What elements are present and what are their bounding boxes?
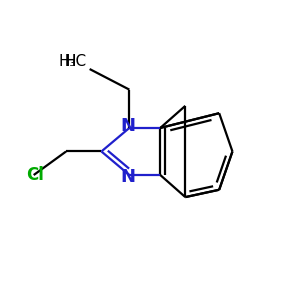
Text: N: N xyxy=(120,117,135,135)
Text: N: N xyxy=(120,167,135,185)
Text: H: H xyxy=(65,54,76,69)
Text: H: H xyxy=(65,54,76,69)
Text: Cl: Cl xyxy=(26,166,44,184)
Text: H₃C: H₃C xyxy=(58,54,87,69)
